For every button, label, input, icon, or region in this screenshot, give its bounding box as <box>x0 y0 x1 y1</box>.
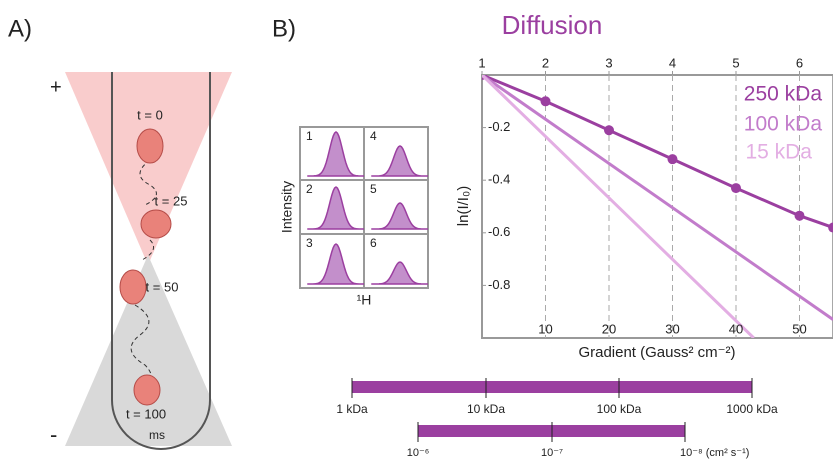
plot-frame <box>481 74 833 339</box>
scale-bars <box>351 378 753 442</box>
top-tick-label: 2 <box>542 55 549 70</box>
data-point <box>828 222 833 233</box>
spectra-x-label: ¹H <box>357 292 372 308</box>
time-label: t = 100 <box>126 406 166 421</box>
y-tick-label: -0.2 <box>488 119 510 134</box>
y-tick-label: -0.6 <box>488 224 510 239</box>
spectrum-label: 1 <box>306 129 313 143</box>
scale-label: 1 kDa <box>336 402 368 416</box>
spectrum-peak <box>307 131 365 177</box>
top-tick-label: 6 <box>796 55 803 70</box>
tube <box>111 72 211 450</box>
scale-label: 1000 kDa <box>726 402 778 416</box>
spectrum-label: 5 <box>370 182 377 196</box>
spectra-y-label: Intensity <box>279 181 295 233</box>
legend-label: 250 kDa <box>744 83 823 106</box>
data-point <box>794 210 805 221</box>
scale-label: 100 kDa <box>597 402 642 416</box>
top-tick-label: 5 <box>732 55 739 70</box>
y-tick-label: -0.4 <box>488 172 510 187</box>
panel-label: A) <box>8 15 32 42</box>
top-tick-label: 4 <box>669 55 676 70</box>
spectrum-peak <box>371 261 429 285</box>
spectrum-label: 4 <box>370 129 377 143</box>
series-line <box>482 75 755 338</box>
time-label: t = 25 <box>155 193 188 208</box>
series-line <box>482 75 833 321</box>
spectrum-peak <box>307 186 365 230</box>
spectrum-label: 6 <box>370 236 377 250</box>
minus-label: - <box>50 422 57 447</box>
spectrum-peak <box>371 202 429 230</box>
spectra-grid <box>299 126 429 289</box>
data-point <box>540 96 551 107</box>
x-tick-label: 30 <box>665 321 679 336</box>
y-tick-label: -0.8 <box>488 277 510 292</box>
time-label: t = 50 <box>146 279 179 294</box>
legend-label: 100 kDa <box>744 113 823 136</box>
spectrum-label: 2 <box>306 182 313 196</box>
y-axis-label: ln(I/I₀) <box>455 186 472 226</box>
x-tick-label: 40 <box>729 321 743 336</box>
scale-label: 10⁻⁶ <box>407 447 430 459</box>
legend-label: 15 kDa <box>745 141 812 164</box>
negative-field <box>65 255 232 446</box>
series-group <box>482 75 833 338</box>
scale-label: 10 kDa <box>467 402 505 416</box>
positive-field <box>65 72 232 265</box>
scale-label: 10⁻⁸ (cm² s⁻¹) <box>680 447 749 459</box>
x-tick-label: 10 <box>538 321 552 336</box>
panel-label: B) <box>272 15 296 42</box>
x-tick-label: 50 <box>792 321 806 336</box>
x-axis-label: Gradient (Gauss² cm⁻²) <box>578 344 735 361</box>
plot-area <box>481 71 833 339</box>
data-point <box>731 183 741 194</box>
spectrum-peak <box>371 145 429 177</box>
data-point <box>604 125 614 136</box>
top-tick-label: 1 <box>478 55 485 70</box>
x-tick-label: 20 <box>602 321 616 336</box>
spectrum-peak <box>307 243 365 285</box>
spectrum-label: 3 <box>306 236 313 250</box>
proteins <box>119 128 172 406</box>
chart-title: Diffusion <box>502 10 603 40</box>
top-tick-label: 3 <box>605 55 612 70</box>
trajectory <box>130 159 157 386</box>
scale-label: 10⁻⁷ <box>541 447 563 459</box>
plus-label: + <box>50 76 62 98</box>
data-point <box>667 154 678 165</box>
time-unit: ms <box>149 428 165 442</box>
time-label: t = 0 <box>137 107 163 122</box>
